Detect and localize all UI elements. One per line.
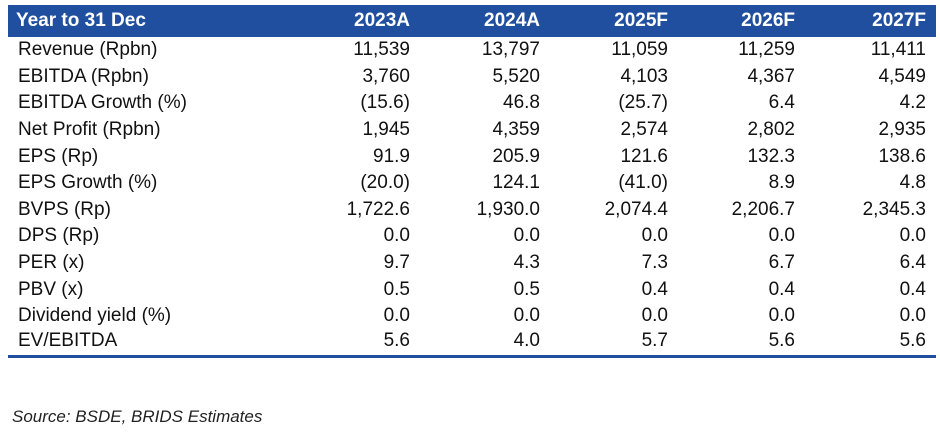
value-cell: 5.6 <box>678 329 805 358</box>
row-label: EPS (Rp) <box>18 145 99 167</box>
value-cell: 4.0 <box>420 329 550 358</box>
table-row: EPS (Rp) 91.9 205.9 121.6 132.3 138.6 <box>8 143 936 170</box>
value-cell: 0.0 <box>899 225 926 247</box>
value-cell: 1,722.6 <box>346 198 410 220</box>
row-label: DPS (Rp) <box>18 225 100 247</box>
header-cell: 2023A <box>354 10 410 31</box>
header-row: Year to 31 Dec 2023A 2024A 2025F 2026F 2027F <box>8 5 936 37</box>
value-cell: 0.4 <box>768 278 795 300</box>
value-cell: 2,206.7 <box>731 198 795 220</box>
table-row: PBV (x) 0.5 0.5 0.4 0.4 0.4 <box>8 276 936 303</box>
value-cell: 1,945 <box>362 119 410 141</box>
value-cell: 11,259 <box>738 39 795 61</box>
value-cell: 6.7 <box>768 252 795 274</box>
value-cell: 4.8 <box>899 172 926 194</box>
value-cell: 3,760 <box>362 65 410 87</box>
table-container: Year to 31 Dec 2023A 2024A 2025F 2026F 2027F … <box>8 5 936 358</box>
value-cell: 121.6 <box>620 145 668 167</box>
value-cell: 6.4 <box>768 92 795 114</box>
value-cell: 0.0 <box>513 225 540 247</box>
value-cell: 0.0 <box>899 305 926 327</box>
header-cell: Year to 31 Dec <box>16 10 146 31</box>
table-row: Dividend yield (%) 0.0 0.0 0.0 0.0 0.0 <box>8 303 936 330</box>
row-label: EV/EBITDA <box>8 329 290 358</box>
value-cell: 138.6 <box>878 145 926 167</box>
table-row: Net Profit (Rpbn) 1,945 4,359 2,574 2,802 2,9… <box>8 117 936 144</box>
value-cell: 11,411 <box>870 39 926 61</box>
value-cell: 5.7 <box>550 329 678 358</box>
header-cell: 2025F <box>614 10 668 31</box>
header-cell: 2027F <box>872 10 926 31</box>
value-cell: 91.9 <box>373 145 410 167</box>
value-cell: 0.0 <box>768 225 795 247</box>
value-cell: (15.6) <box>360 92 410 114</box>
source-note: Source: BSDE, BRIDS Estimates <box>12 407 263 426</box>
row-label: Net Profit (Rpbn) <box>18 119 161 141</box>
row-label: EBITDA (Rpbn) <box>18 65 149 87</box>
table-row: BVPS (Rp) 1,722.6 1,930.0 2,074.4 2,206.7 2,3… <box>8 197 936 224</box>
row-label: PBV (x) <box>18 278 84 300</box>
value-cell: 1,930.0 <box>476 198 540 220</box>
value-cell: 5.6 <box>805 329 936 358</box>
row-label: BVPS (Rp) <box>18 198 111 220</box>
value-cell: 4,359 <box>492 119 540 141</box>
value-cell: 4,367 <box>747 65 795 87</box>
value-cell: 205.9 <box>492 145 540 167</box>
row-label: Revenue (Rpbn) <box>18 39 158 61</box>
table-row: EBITDA Growth (%) (15.6) 46.8 (25.7) 6.4 4.2 <box>8 90 936 117</box>
value-cell: 11,059 <box>611 39 668 61</box>
value-cell: (41.0) <box>618 172 668 194</box>
table-row: EPS Growth (%) (20.0) 124.1 (41.0) 8.9 4.8 <box>8 170 936 197</box>
value-cell: 0.5 <box>513 278 540 300</box>
table-row: Revenue (Rpbn) 11,539 13,797 11,059 11,259 11… <box>8 37 936 64</box>
value-cell: 0.0 <box>513 305 540 327</box>
value-cell: (25.7) <box>618 92 668 114</box>
value-cell: 7.3 <box>641 252 668 274</box>
table-row: EV/EBITDA 5.6 4.0 5.7 5.6 5.6 <box>8 329 936 358</box>
value-cell: 13,797 <box>481 39 540 61</box>
value-cell: 2,935 <box>878 119 926 141</box>
value-cell: 0.0 <box>383 305 410 327</box>
value-cell: 0.0 <box>768 305 795 327</box>
value-cell: 0.0 <box>641 225 668 247</box>
row-label: EBITDA Growth (%) <box>18 92 187 114</box>
value-cell: 5.6 <box>290 329 420 358</box>
value-cell: 4,549 <box>878 65 926 87</box>
header-cell: 2026F <box>741 10 795 31</box>
value-cell: 2,574 <box>620 119 668 141</box>
value-cell: 4.2 <box>899 92 926 114</box>
value-cell: 46.8 <box>503 92 540 114</box>
value-cell: 8.9 <box>768 172 795 194</box>
value-cell: 2,074.4 <box>604 198 668 220</box>
value-cell: 132.3 <box>747 145 795 167</box>
table-row: PER (x) 9.7 4.3 7.3 6.7 6.4 <box>8 250 936 277</box>
value-cell: 2,802 <box>747 119 795 141</box>
row-label: PER (x) <box>18 252 85 274</box>
value-cell: 4.3 <box>513 252 540 274</box>
value-cell: 4,103 <box>620 65 668 87</box>
value-cell: 11,539 <box>353 39 410 61</box>
header-cell: 2024A <box>484 10 540 31</box>
value-cell: 124.1 <box>492 172 540 194</box>
value-cell: (20.0) <box>360 172 410 194</box>
financial-table: Year to 31 Dec 2023A 2024A 2025F 2026F 2027F … <box>8 5 936 358</box>
table-header: Year to 31 Dec 2023A 2024A 2025F 2026F 2027F <box>8 5 936 37</box>
table-row: DPS (Rp) 0.0 0.0 0.0 0.0 0.0 <box>8 223 936 250</box>
value-cell: 6.4 <box>899 252 926 274</box>
table-row: EBITDA (Rpbn) 3,760 5,520 4,103 4,367 4,549 <box>8 64 936 91</box>
value-cell: 0.4 <box>899 278 926 300</box>
value-cell: 5,520 <box>492 65 540 87</box>
value-cell: 2,345.3 <box>862 198 926 220</box>
value-cell: 0.0 <box>641 305 668 327</box>
value-cell: 0.5 <box>383 278 410 300</box>
value-cell: 9.7 <box>383 252 410 274</box>
table-body: Revenue (Rpbn) 11,539 13,797 11,059 11,259 11… <box>8 37 936 358</box>
row-label: EPS Growth (%) <box>18 172 158 194</box>
row-label: Dividend yield (%) <box>18 305 172 327</box>
value-cell: 0.0 <box>383 225 410 247</box>
value-cell: 0.4 <box>641 278 668 300</box>
